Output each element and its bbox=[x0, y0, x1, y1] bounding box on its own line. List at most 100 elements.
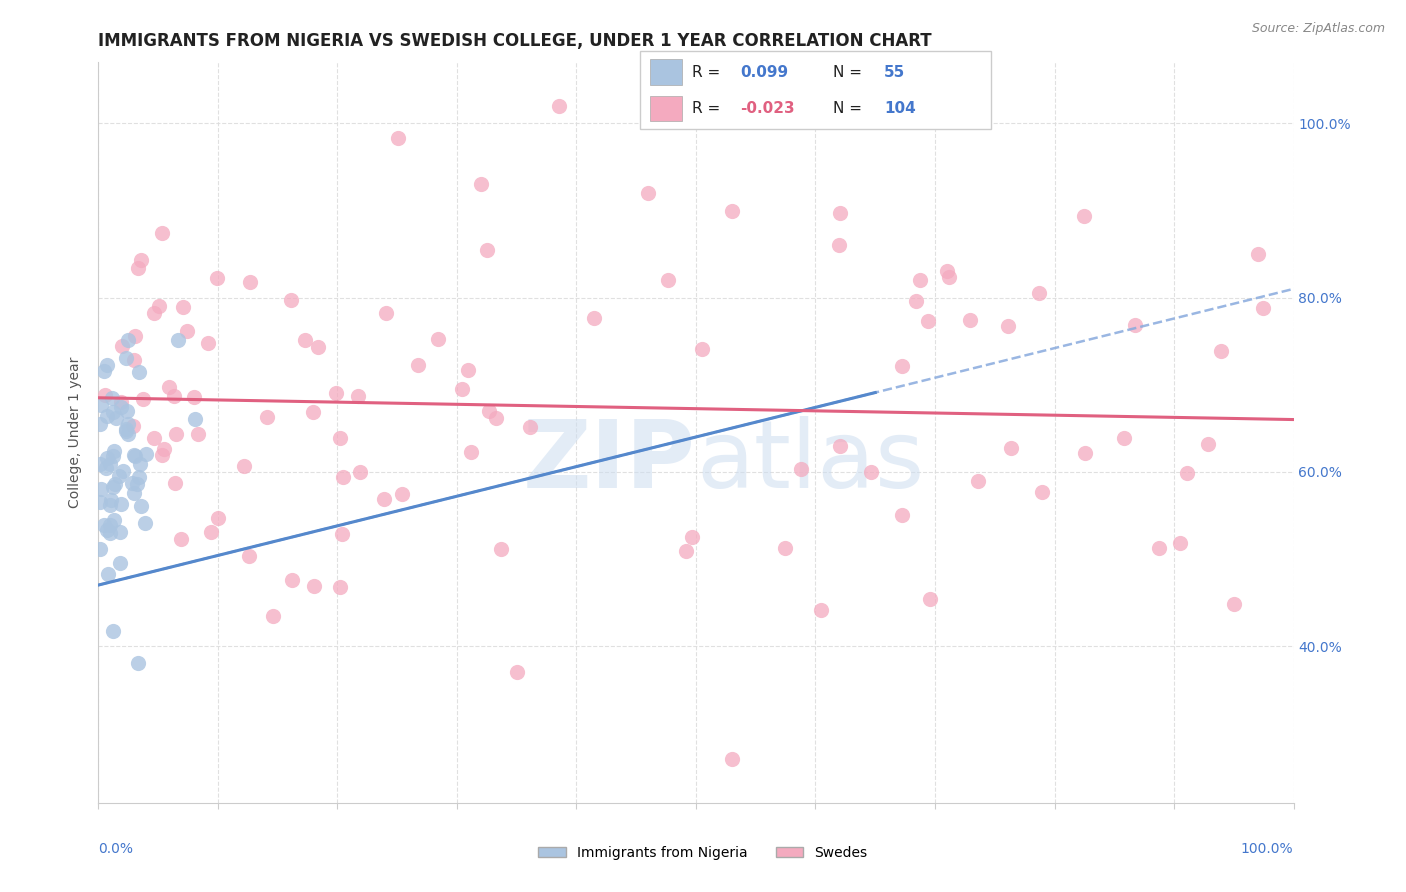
Point bbox=[329, 580, 352, 594]
Point bbox=[329, 431, 352, 445]
Point bbox=[1112, 431, 1135, 445]
Point bbox=[232, 458, 254, 473]
Point bbox=[122, 418, 145, 433]
Point bbox=[304, 579, 326, 593]
Point bbox=[142, 431, 165, 445]
Point bbox=[1168, 536, 1191, 550]
Point bbox=[966, 474, 988, 488]
Point bbox=[721, 203, 744, 218]
Point bbox=[103, 513, 125, 527]
Point bbox=[1251, 301, 1274, 315]
Point bbox=[108, 556, 131, 570]
Point bbox=[637, 186, 659, 200]
Point bbox=[262, 608, 284, 623]
Point bbox=[197, 336, 219, 351]
Point bbox=[121, 475, 143, 490]
Point bbox=[98, 498, 121, 512]
Point bbox=[104, 476, 127, 491]
Point bbox=[101, 405, 124, 419]
Point bbox=[239, 275, 262, 289]
Point bbox=[374, 306, 396, 320]
Point bbox=[1074, 446, 1097, 460]
Point bbox=[891, 359, 914, 374]
Point bbox=[93, 363, 115, 377]
Point bbox=[98, 526, 121, 541]
Point bbox=[96, 461, 118, 475]
Text: R =: R = bbox=[693, 64, 725, 79]
Point bbox=[129, 457, 152, 471]
Point bbox=[294, 333, 316, 347]
Point bbox=[127, 261, 149, 276]
Text: IMMIGRANTS FROM NIGERIA VS SWEDISH COLLEGE, UNDER 1 YEAR CORRELATION CHART: IMMIGRANTS FROM NIGERIA VS SWEDISH COLLE… bbox=[98, 32, 932, 50]
Point bbox=[170, 532, 193, 546]
Text: N =: N = bbox=[832, 64, 868, 79]
Point bbox=[98, 517, 121, 532]
Point bbox=[301, 405, 323, 419]
Text: N =: N = bbox=[832, 101, 868, 116]
Point bbox=[96, 450, 118, 465]
Point bbox=[938, 270, 960, 285]
Point bbox=[959, 313, 981, 327]
Point bbox=[200, 524, 222, 539]
Point bbox=[917, 314, 939, 328]
Point bbox=[89, 417, 111, 431]
Point bbox=[157, 380, 180, 394]
Point bbox=[150, 448, 173, 462]
Point bbox=[1073, 209, 1095, 223]
FancyBboxPatch shape bbox=[640, 51, 991, 129]
Point bbox=[165, 475, 187, 490]
Point bbox=[114, 351, 136, 365]
Point bbox=[1223, 597, 1246, 611]
Point bbox=[347, 389, 370, 403]
Point bbox=[485, 411, 508, 425]
Point bbox=[1197, 437, 1219, 451]
Point bbox=[94, 388, 117, 402]
Point bbox=[547, 99, 569, 113]
Point bbox=[167, 334, 190, 348]
Point bbox=[406, 358, 429, 372]
Point bbox=[773, 541, 796, 555]
Point bbox=[89, 494, 111, 508]
Point bbox=[103, 444, 125, 458]
Point bbox=[1147, 541, 1170, 555]
Point bbox=[117, 403, 139, 417]
Point bbox=[830, 439, 852, 453]
Point bbox=[108, 469, 131, 483]
Point bbox=[89, 542, 111, 557]
Point bbox=[101, 624, 124, 638]
Text: Source: ZipAtlas.com: Source: ZipAtlas.com bbox=[1251, 22, 1385, 36]
Point bbox=[148, 299, 170, 313]
Bar bbox=[650, 59, 682, 85]
Point bbox=[307, 340, 329, 354]
Point bbox=[238, 549, 260, 564]
Point bbox=[152, 442, 174, 457]
Point bbox=[108, 525, 131, 540]
Point bbox=[143, 306, 166, 320]
Point bbox=[450, 382, 472, 396]
Point bbox=[117, 417, 139, 431]
Point bbox=[387, 131, 409, 145]
Point bbox=[828, 238, 851, 252]
Point bbox=[332, 470, 354, 484]
Point bbox=[110, 497, 132, 511]
Point bbox=[117, 426, 139, 441]
Point bbox=[101, 391, 124, 405]
Point bbox=[122, 486, 145, 500]
Point bbox=[373, 492, 395, 507]
Point bbox=[112, 464, 135, 478]
Text: 55: 55 bbox=[884, 64, 905, 79]
Point bbox=[114, 425, 136, 439]
Point bbox=[475, 244, 498, 258]
Point bbox=[111, 339, 134, 353]
Point bbox=[936, 264, 959, 278]
Point bbox=[187, 426, 209, 441]
Point bbox=[184, 412, 207, 426]
Point bbox=[110, 400, 132, 414]
Point bbox=[583, 311, 606, 326]
Point bbox=[96, 358, 118, 372]
Point bbox=[131, 252, 153, 267]
Y-axis label: College, Under 1 year: College, Under 1 year bbox=[69, 357, 83, 508]
Point bbox=[163, 389, 186, 403]
Point bbox=[681, 530, 703, 544]
Point bbox=[205, 270, 228, 285]
